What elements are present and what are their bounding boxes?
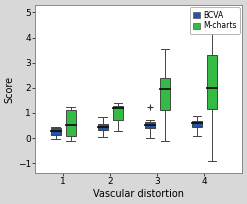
Bar <box>113 106 123 120</box>
Bar <box>160 78 170 110</box>
Bar <box>51 129 61 135</box>
Bar <box>145 122 155 129</box>
Y-axis label: Score: Score <box>5 75 15 103</box>
Bar <box>207 55 217 109</box>
Bar <box>98 124 108 130</box>
Bar <box>192 121 202 128</box>
Legend: BCVA, M-charts: BCVA, M-charts <box>189 7 240 34</box>
Bar <box>66 110 76 136</box>
X-axis label: Vascular distortion: Vascular distortion <box>93 189 184 199</box>
